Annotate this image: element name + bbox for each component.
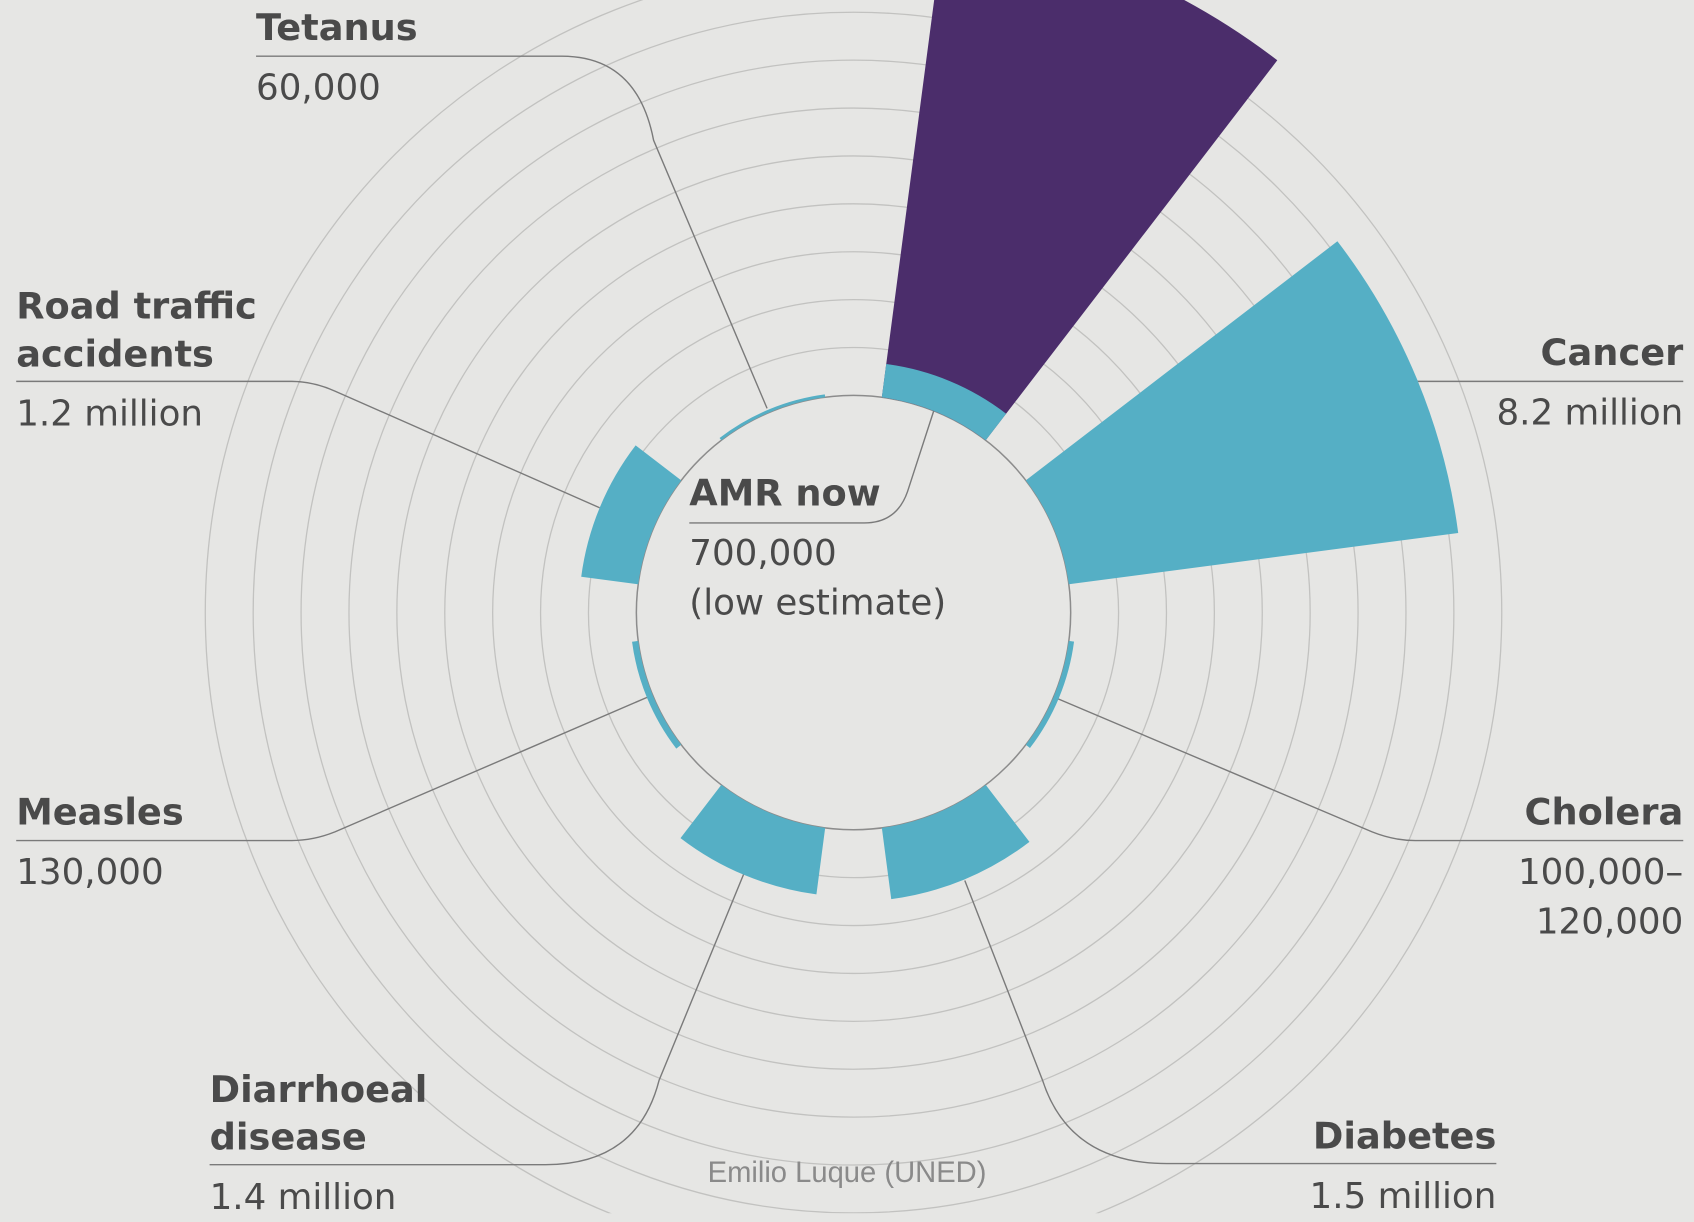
leader-lines: [16, 55, 1684, 1166]
rings: [204, 0, 1503, 1214]
ring: [396, 155, 1311, 1070]
category-label: Cholera: [1524, 790, 1684, 835]
bar: [881, 0, 1278, 441]
ring: [587, 346, 1120, 879]
source: Emilio Luque (UNED): [707, 1156, 987, 1189]
ring: [204, 0, 1503, 1214]
category-label: Diarrhoeal disease: [209, 1068, 428, 1160]
bar: [881, 364, 1007, 441]
category-label: Tetanus: [256, 6, 418, 50]
bar: [1025, 241, 1459, 585]
category-label: Road traffic accidents: [16, 285, 257, 376]
label: Road traffic accidents 1.2 million: [16, 283, 286, 439]
bar: [1025, 640, 1075, 748]
ring: [539, 298, 1168, 927]
leader-line: [256, 55, 768, 409]
ring: [492, 251, 1216, 975]
ring: [348, 107, 1359, 1118]
value-label: 8.2 million: [1496, 391, 1684, 434]
note: (low estimate): [689, 581, 947, 624]
value-label: 700,000: [689, 531, 837, 574]
bar: [632, 640, 682, 749]
value-label: 1.2 million: [16, 392, 204, 435]
category-label: Cancer: [1540, 331, 1684, 375]
bar: [881, 784, 1030, 900]
value-label: 1.4 million: [209, 1175, 397, 1218]
leader-line: [1053, 696, 1684, 842]
leader-line: [964, 880, 1497, 1165]
bar: [680, 784, 826, 895]
bar: [581, 445, 682, 585]
label: Cancer 8.2 million: [1496, 330, 1683, 438]
value-label: 60,000: [256, 65, 381, 109]
category-label: Measles: [16, 790, 184, 835]
value-label: 130,000: [16, 850, 164, 893]
label: Diabetes 1.5 million: [1310, 1113, 1497, 1221]
label: Tetanus 60,000: [256, 4, 418, 112]
ring: [300, 59, 1407, 1166]
leader-line: [209, 869, 747, 1166]
label: AMR now 700,000 (low estimate): [689, 470, 946, 628]
label: Cholera 100,000–120,000: [1500, 789, 1684, 947]
bar: [719, 394, 826, 441]
bars: [581, 0, 1459, 900]
value-label: 100,000–120,000: [1517, 850, 1684, 943]
label: Measles 130,000: [16, 789, 183, 897]
category-label: Diabetes: [1312, 1114, 1497, 1159]
leader-line: [16, 380, 600, 509]
ring: [635, 394, 1072, 831]
label: Diarrhoeal disease 1.4 million: [210, 1066, 448, 1222]
leader-line: [689, 408, 936, 524]
leader-line: [16, 696, 649, 842]
ring: [444, 203, 1263, 1022]
category-label: AMR now: [689, 472, 881, 516]
value-label: 1.5 million: [1309, 1174, 1497, 1217]
